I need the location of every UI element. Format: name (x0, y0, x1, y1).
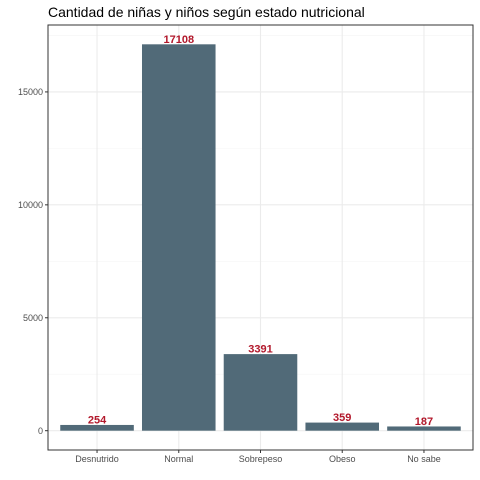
data-label: 359 (333, 412, 351, 424)
data-label: 254 (88, 414, 107, 426)
y-tick-label: 10000 (18, 200, 43, 210)
y-tick-label: 0 (38, 426, 43, 436)
x-tick-label: Normal (164, 454, 193, 464)
y-tick-label: 15000 (18, 87, 43, 97)
bar-layer (60, 44, 461, 431)
chart-title: Cantidad de niñas y niños según estado n… (48, 4, 365, 20)
bar-normal (141, 44, 216, 431)
data-label: 3391 (248, 344, 272, 356)
x-tick-label: Desnutrido (75, 454, 119, 464)
bar-sobrepeso (223, 354, 298, 431)
bar-obeso (305, 422, 380, 431)
x-tick-label: No sabe (407, 454, 441, 464)
data-label: 17108 (163, 34, 194, 46)
x-tick-label: Sobrepeso (239, 454, 283, 464)
axis-layer: 0 5000 10000 15000 Desnutrido Normal Sobrepeso… (18, 24, 474, 464)
y-tick-label: 5000 (23, 313, 43, 323)
data-label: 187 (415, 416, 433, 428)
bar-desnutrido (60, 424, 134, 431)
x-tick-label: Obeso (329, 454, 356, 464)
data-label-layer: 254 17108 3391 359 187 (88, 34, 433, 428)
bar-no-sabe (387, 426, 461, 431)
